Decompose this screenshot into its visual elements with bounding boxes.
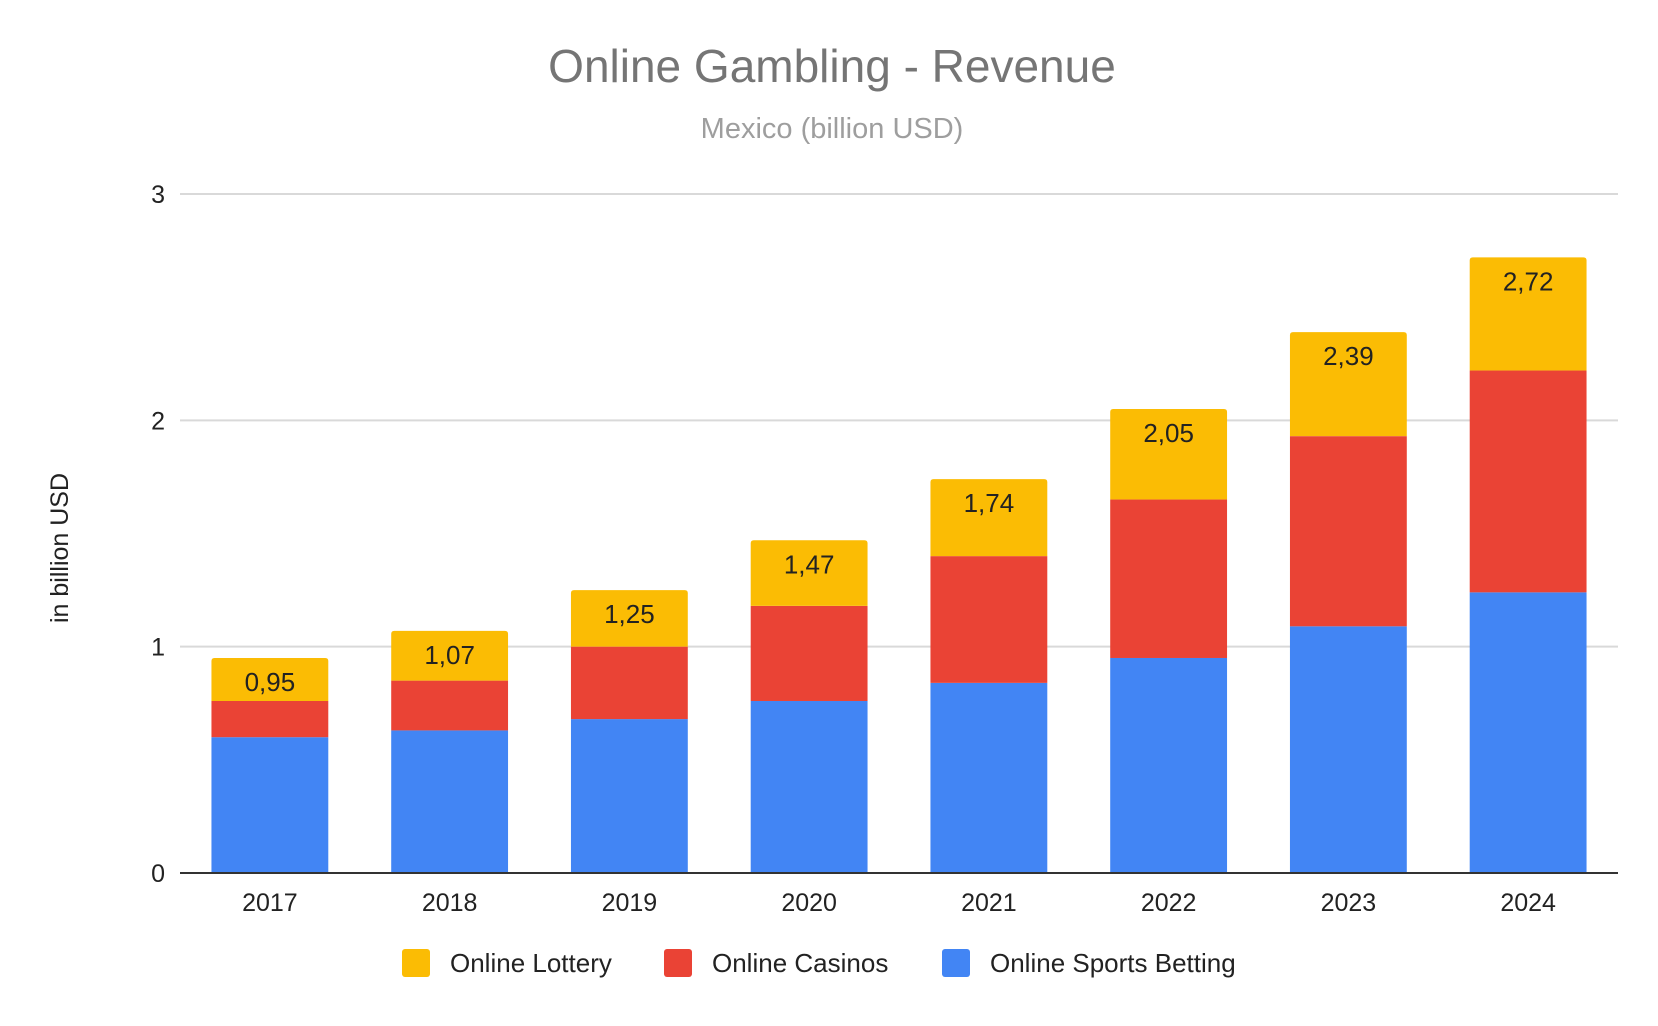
legend-label: Online Casinos xyxy=(712,948,888,978)
bar-segment-online-lottery xyxy=(1469,257,1587,371)
data-label-total: 2,05 xyxy=(1143,418,1194,448)
bar-segment-online-casinos xyxy=(570,646,688,720)
bar-segment-online-casinos xyxy=(391,680,509,731)
data-label-total: 1,47 xyxy=(784,549,835,579)
bar-segment-online-casinos xyxy=(1469,370,1587,593)
y-tick-label: 2 xyxy=(151,407,165,435)
bar-segment-online-sports-betting xyxy=(570,719,688,873)
x-axis: 2017 2018 2019 2020 2021 2022 2023 2024 xyxy=(180,872,1618,917)
y-axis-label: in billion USD xyxy=(46,473,74,623)
legend-label: Online Lottery xyxy=(450,948,612,978)
x-tick-label: 2022 xyxy=(1141,889,1197,917)
data-label-total: 1,25 xyxy=(604,599,655,629)
bar-segment-online-casinos xyxy=(750,605,868,701)
legend-label: Online Sports Betting xyxy=(990,948,1236,978)
x-tick-label: 2019 xyxy=(602,889,658,917)
bar-segment-online-casinos xyxy=(930,556,1048,683)
bar-segment-online-lottery xyxy=(1110,409,1228,500)
chart-subtitle: Mexico (billion USD) xyxy=(701,113,964,145)
y-tick-label: 0 xyxy=(151,860,165,888)
legend: Online Lottery Online Casinos Online Sport… xyxy=(402,948,1236,978)
bar-segment-online-sports-betting xyxy=(930,682,1048,873)
bar-segment-online-sports-betting xyxy=(1289,626,1407,873)
chart-title: Online Gambling - Revenue xyxy=(548,40,1116,92)
x-tick-label: 2017 xyxy=(242,889,298,917)
bar-segment-online-sports-betting xyxy=(1110,657,1228,873)
bar-segment-online-lottery xyxy=(750,540,868,606)
bar-segment-online-casinos xyxy=(1110,499,1228,658)
bar-segment-online-sports-betting xyxy=(211,737,329,873)
x-tick-label: 2021 xyxy=(961,889,1017,917)
data-label-total: 0,95 xyxy=(245,667,296,697)
x-tick-label: 2018 xyxy=(422,889,478,917)
y-tick-label: 3 xyxy=(151,181,165,209)
bar-segment-online-lottery xyxy=(391,630,509,681)
bar-segment-online-casinos xyxy=(211,700,329,738)
bar-segment-online-lottery xyxy=(1289,332,1407,437)
bar-segment-online-lottery xyxy=(211,657,329,701)
bar-segment-online-sports-betting xyxy=(750,700,868,873)
bar-segment-online-sports-betting xyxy=(391,730,509,873)
legend-swatch-online-casinos xyxy=(664,949,692,977)
y-tick-label: 1 xyxy=(151,634,165,662)
bar-segment-online-lottery xyxy=(930,479,1048,557)
bar-segment-online-lottery xyxy=(570,590,688,647)
data-label-total: 2,72 xyxy=(1503,266,1554,296)
x-tick-label: 2023 xyxy=(1321,889,1377,917)
bars xyxy=(211,257,1587,873)
data-label-total: 1,07 xyxy=(424,640,475,670)
bar-segment-online-sports-betting xyxy=(1469,592,1587,873)
legend-swatch-online-sports-betting xyxy=(942,949,970,977)
legend-swatch-online-lottery xyxy=(402,949,430,977)
data-label-total: 1,74 xyxy=(964,488,1015,518)
x-tick-label: 2020 xyxy=(781,889,837,917)
x-tick-label: 2024 xyxy=(1500,889,1556,917)
bar-segment-online-casinos xyxy=(1289,436,1407,627)
data-label-total: 2,39 xyxy=(1323,341,1374,371)
data-labels: 0,95 1,07 1,25 1,47 1,74 2,05 2,39 2,72 xyxy=(245,266,1554,697)
